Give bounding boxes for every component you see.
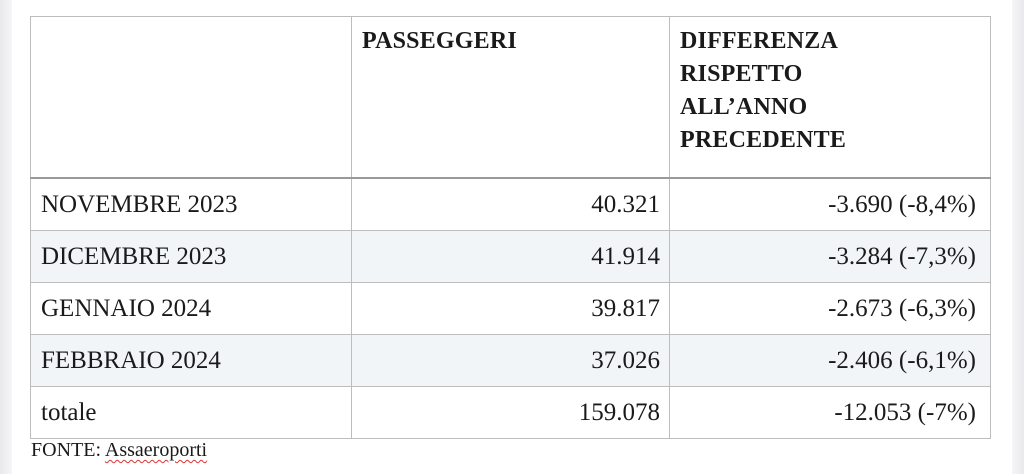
- difference-cell: -2.406 (-6,1%): [669, 334, 991, 387]
- window-right-edge: [1012, 0, 1024, 474]
- header-difference-line: RISPETTO: [680, 61, 803, 87]
- header-difference-line: DIFFERENZA: [680, 28, 839, 54]
- month-cell: FEBBRAIO 2024: [30, 334, 352, 387]
- total-passengers-cell: 159.078: [351, 386, 670, 439]
- month-cell: DICEMBRE 2023: [30, 230, 352, 283]
- source-prefix: FONTE:: [31, 439, 105, 461]
- table-header-row: PASSEGGERI DIFFERENZA RISPETTO ALL’ANNO …: [30, 16, 991, 179]
- passenger-table: PASSEGGERI DIFFERENZA RISPETTO ALL’ANNO …: [30, 16, 991, 439]
- source-name: Assaeroporti: [104, 439, 208, 461]
- header-empty-cell: [30, 16, 352, 179]
- month-cell: GENNAIO 2024: [30, 282, 352, 335]
- header-difference-line: PRECEDENTE: [680, 127, 847, 153]
- header-difference: DIFFERENZA RISPETTO ALL’ANNO PRECEDENTE: [669, 16, 991, 179]
- header-difference-line: ALL’ANNO: [680, 94, 808, 120]
- table-row: DICEMBRE 2023 41.914 -3.284 (-7,3%): [30, 230, 991, 283]
- table-total-row: totale 159.078 -12.053 (-7%): [30, 386, 991, 439]
- passengers-cell: 40.321: [351, 177, 670, 231]
- table-row: NOVEMBRE 2023 40.321 -3.690 (-8,4%): [30, 177, 991, 231]
- header-passengers: PASSEGGERI: [351, 16, 670, 179]
- difference-cell: -2.673 (-6,3%): [669, 282, 991, 335]
- source-note: FONTE: Assaeroporti: [31, 438, 207, 462]
- month-cell: NOVEMBRE 2023: [30, 177, 352, 231]
- passengers-cell: 37.026: [351, 334, 670, 387]
- table-row: GENNAIO 2024 39.817 -2.673 (-6,3%): [30, 282, 991, 335]
- difference-cell: -3.690 (-8,4%): [669, 177, 991, 231]
- difference-cell: -3.284 (-7,3%): [669, 230, 991, 283]
- table-row: FEBBRAIO 2024 37.026 -2.406 (-6,1%): [30, 334, 991, 387]
- window-left-edge: [0, 0, 12, 474]
- total-difference-cell: -12.053 (-7%): [669, 386, 991, 439]
- total-label-cell: totale: [30, 386, 352, 439]
- passengers-cell: 41.914: [351, 230, 670, 283]
- passengers-cell: 39.817: [351, 282, 670, 335]
